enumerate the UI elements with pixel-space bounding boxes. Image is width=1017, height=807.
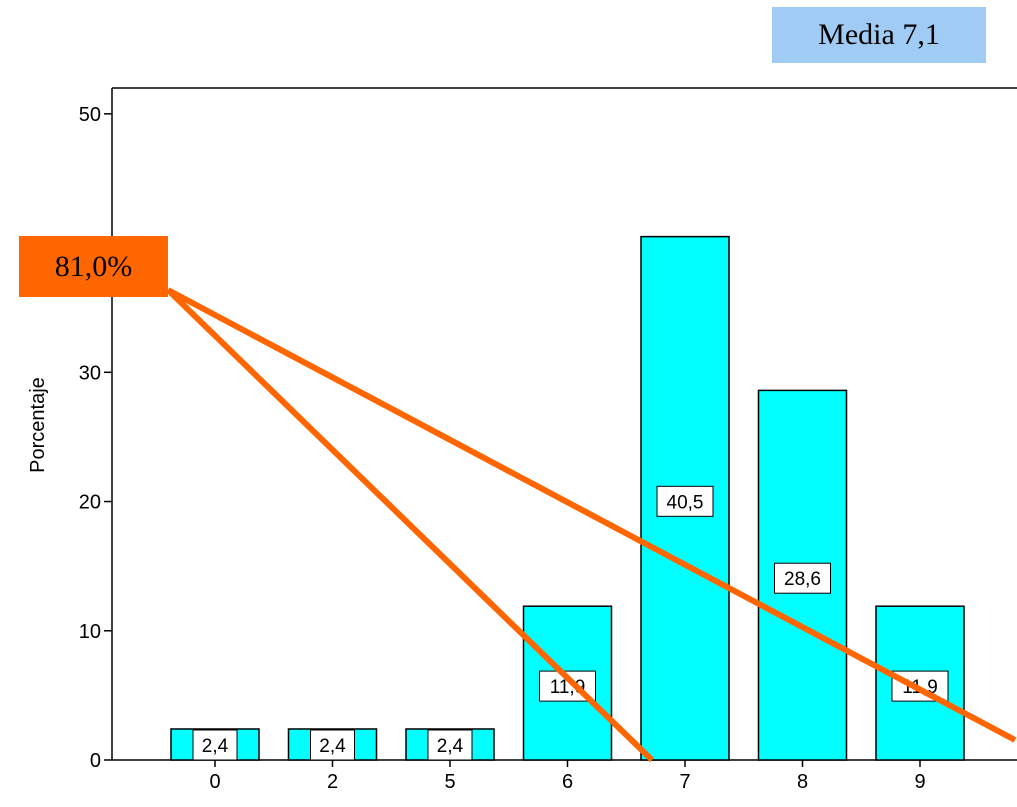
annotation-line xyxy=(165,287,655,763)
x-tick-label: 7 xyxy=(679,771,690,793)
data-label: 28,6 xyxy=(784,569,821,590)
data-label-box xyxy=(310,729,355,761)
y-axis-label: Porcentaje xyxy=(27,377,49,473)
annotation-line xyxy=(166,287,1017,743)
mean-annotation: Media 7,1 xyxy=(772,7,986,63)
y-tick-label: 10 xyxy=(79,621,101,643)
percent-annotation: 81,0% xyxy=(19,236,168,297)
x-tick-label: 8 xyxy=(797,771,808,793)
y-tick-label: 30 xyxy=(79,362,101,384)
data-label: 2,4 xyxy=(202,736,229,757)
data-label-box xyxy=(427,729,473,761)
x-tick-label: 5 xyxy=(444,771,455,793)
data-label: 2,4 xyxy=(437,736,464,757)
y-tick-label: 0 xyxy=(90,750,101,772)
data-label: 40,5 xyxy=(667,492,704,513)
data-label-box xyxy=(656,485,714,517)
y-tick-label: 20 xyxy=(79,492,101,514)
data-label-box xyxy=(192,729,238,761)
y-tick-label: 50 xyxy=(79,104,101,126)
x-tick-label: 6 xyxy=(562,771,573,793)
x-tick-label: 9 xyxy=(914,771,925,793)
data-label-box xyxy=(774,562,831,594)
x-tick-label: 0 xyxy=(209,771,220,793)
x-tick-label: 2 xyxy=(327,771,338,793)
data-label: 11,9 xyxy=(550,677,586,698)
data-label: 2,4 xyxy=(319,736,346,757)
